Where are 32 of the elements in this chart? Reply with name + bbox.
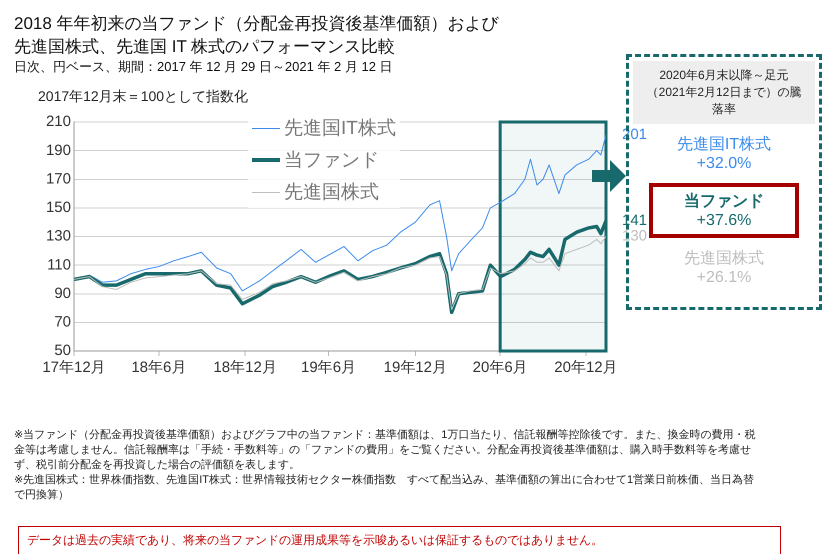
category-label: 当ファンド: [683, 192, 765, 212]
text: 2020年6月末以降～足元（2021年2月12日まで）の騰落率: [633, 61, 815, 124]
x-tick-label: 19年6月: [301, 359, 356, 376]
y-axis-title: 2017年12月末＝100として指数化: [38, 88, 248, 106]
y-tick-label: 130: [46, 228, 71, 245]
legend-label: 当ファンド: [284, 149, 379, 173]
text: データは過去の実績であり、将来の当ファンドの運用成果等を示唆あるいは保証するものではありません。: [18, 526, 781, 554]
y-tick-label: 150: [46, 199, 71, 216]
x-tick-label: 18年6月: [131, 359, 186, 376]
y-tick-label: 170: [46, 170, 71, 188]
x-tick-label: 17年12月: [42, 359, 106, 376]
x-tick-label: 20年6月: [472, 359, 528, 376]
legend-label: 先進国IT株式: [284, 117, 396, 141]
y-tick-label: 70: [54, 314, 71, 331]
text: +26.1%: [696, 269, 752, 286]
text: ※先進国株式：世界株価指数、先進国IT株式：世界情報技術セクター株価指数 すべて配当込み、基準価額の算出に合わせて1営業日前株価、当日為替で円換算）: [14, 473, 756, 503]
y-tick-label: 190: [46, 142, 71, 159]
y-tick-label: 50: [54, 342, 71, 360]
text: +37.6%: [696, 212, 752, 229]
chart-title: 2018 年年初来の当ファンド（分配金再投資後基準価額）および先進国株式、先進国 IT 株式のパフォーマンス比較: [14, 13, 500, 58]
y-tick-label: 90: [54, 284, 71, 302]
category-label: 先進国IT株式: [676, 136, 772, 153]
text: +32.0%: [696, 155, 752, 172]
x-tick-label: 19年12月: [384, 359, 447, 376]
y-tick-label: 210: [46, 113, 71, 130]
text: ※当ファンド（分配金再投資後基準価額）およびグラフ中の当ファンド：基準価額は、1万口当たり、信託報酬等控除後です。また、換金時の費用・税金等は考慮しません。信託報酬率は「手続・手数料等」の「ファンドの費用」をご覧ください。分配金再投資後基準価額は、購入時手数料等を考慮せず、税引前分配金を再投資した場合の評価額を表します。: [14, 428, 756, 473]
chart-subtitle: 日次、円ベース、期間：2017 年 12 月 29 日～2021 年 2 月 12 日: [14, 58, 393, 76]
x-tick-label: 18年12月: [213, 359, 277, 376]
y-tick-label: 110: [47, 256, 71, 274]
x-tick-label: 20年12月: [554, 359, 618, 376]
legend-label: 先進国株式: [284, 181, 379, 205]
category-label: 先進国株式: [683, 248, 765, 269]
